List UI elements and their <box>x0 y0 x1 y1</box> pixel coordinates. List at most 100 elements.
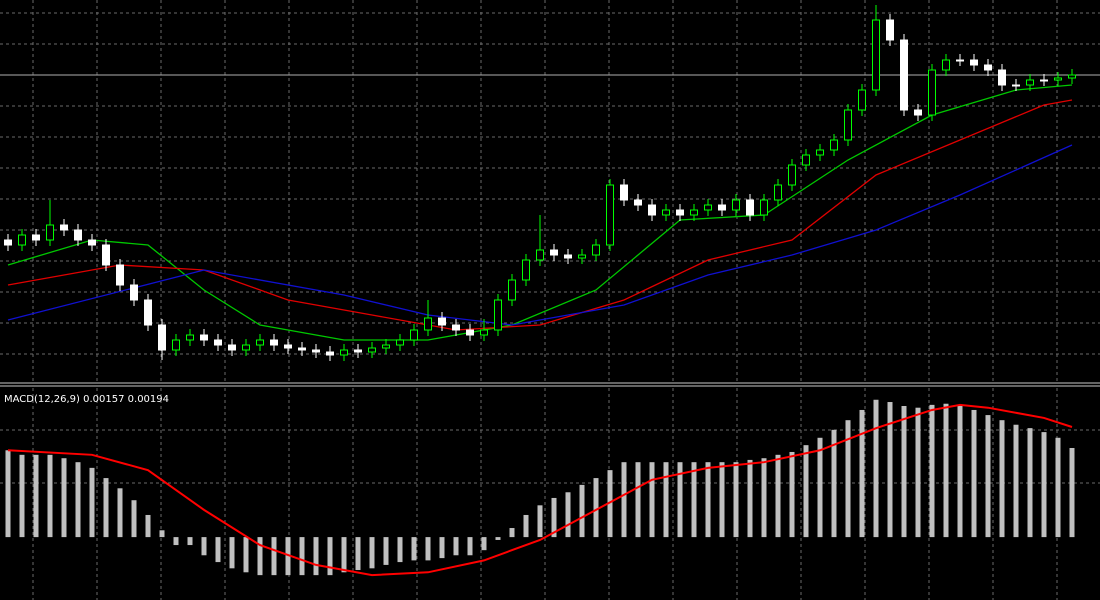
candle-body <box>718 204 726 211</box>
candle-body <box>942 59 950 71</box>
candle-body <box>214 339 222 346</box>
candle-body <box>88 239 96 246</box>
macd-bar <box>537 505 543 538</box>
candle-body <box>228 344 236 351</box>
macd-bar <box>1013 424 1019 538</box>
candle-body <box>816 149 824 156</box>
signal-line <box>7 403 1073 577</box>
candle-body <box>928 69 936 116</box>
candle-body <box>396 339 404 346</box>
macd-bar <box>439 537 445 559</box>
candle-body <box>32 234 40 241</box>
macd-bar <box>159 530 165 538</box>
macd-bar <box>299 537 305 576</box>
macd-bar <box>817 437 823 538</box>
candle-body <box>382 344 390 349</box>
macd-bar <box>831 429 837 538</box>
macd-bar <box>663 462 669 538</box>
candle-body <box>438 317 446 326</box>
macd-bar <box>1027 428 1033 538</box>
macd-bar <box>1069 448 1075 538</box>
candle-body <box>550 249 558 256</box>
candle-body <box>774 184 782 201</box>
candle-body <box>760 199 768 216</box>
macd-bar <box>145 514 151 538</box>
macd-label: MACD(12,26,9) 0.00157 0.00194 <box>4 394 169 405</box>
candle-body <box>1026 79 1034 86</box>
macd-bar <box>733 462 739 538</box>
macd-bar <box>971 409 977 538</box>
macd-bar <box>635 462 641 538</box>
candle-body <box>900 39 908 111</box>
macd-bar <box>453 537 459 556</box>
candle-body <box>676 209 684 216</box>
macd-bar <box>649 462 655 538</box>
candle-body <box>340 349 348 356</box>
candle-body <box>186 334 194 341</box>
macd-bar <box>887 402 893 538</box>
candle-body <box>522 259 530 281</box>
macd-bar <box>873 399 879 538</box>
candle-body <box>620 184 628 201</box>
macd-bar <box>229 537 235 569</box>
macd-bar <box>985 415 991 538</box>
candle-body <box>1040 79 1048 82</box>
macd-bar <box>5 450 11 538</box>
macd-bar <box>999 420 1005 538</box>
candle-body <box>270 339 278 346</box>
candle-body <box>256 339 264 346</box>
candle-body <box>802 154 810 166</box>
macd-bar <box>495 537 501 540</box>
macd-bar <box>691 462 697 538</box>
candle-body <box>452 324 460 331</box>
macd-bar <box>845 420 851 538</box>
macd-bar <box>75 462 81 538</box>
macd-bar <box>677 462 683 538</box>
candle-body <box>984 64 992 71</box>
macd-bar <box>523 514 529 538</box>
macd-bar <box>775 454 781 538</box>
macd-bar <box>957 406 963 538</box>
macd-bar <box>761 458 767 538</box>
macd-bar <box>187 537 193 546</box>
candle-body <box>690 209 698 216</box>
candle-body <box>746 199 754 216</box>
macd-bar <box>481 537 487 551</box>
macd-bar <box>607 470 613 538</box>
candle-body <box>578 254 586 259</box>
macd-bar <box>215 537 221 563</box>
macd-bar <box>943 403 949 538</box>
macd-bar <box>19 454 25 538</box>
macd-bar <box>621 462 627 538</box>
macd-bar <box>551 497 557 538</box>
candle-body <box>494 299 502 331</box>
macd-bar <box>131 500 137 538</box>
candle-body <box>648 204 656 216</box>
candle-body <box>326 351 334 356</box>
macd-bar <box>285 537 291 576</box>
candle-body <box>242 344 250 351</box>
macd-bar <box>257 537 263 576</box>
macd-bar <box>411 537 417 561</box>
candle-body <box>998 69 1006 86</box>
candle-body <box>830 139 838 151</box>
candle-body <box>116 264 124 286</box>
candle-body <box>130 284 138 301</box>
candle-body <box>606 184 614 246</box>
candle-body <box>872 19 880 91</box>
candle-body <box>662 209 670 216</box>
macd-bar <box>467 537 473 556</box>
macd-bar <box>803 445 809 538</box>
macd-bar <box>355 537 361 571</box>
macd-bar <box>789 451 795 538</box>
macd-bar <box>313 537 319 576</box>
candle-body <box>60 224 68 231</box>
candle-body <box>1012 84 1020 87</box>
macd-bar <box>929 404 935 538</box>
macd-bar <box>201 537 207 556</box>
macd-bar <box>103 478 109 538</box>
macd-bar <box>579 484 585 538</box>
candle-body <box>914 109 922 116</box>
macd-bar <box>327 537 333 576</box>
